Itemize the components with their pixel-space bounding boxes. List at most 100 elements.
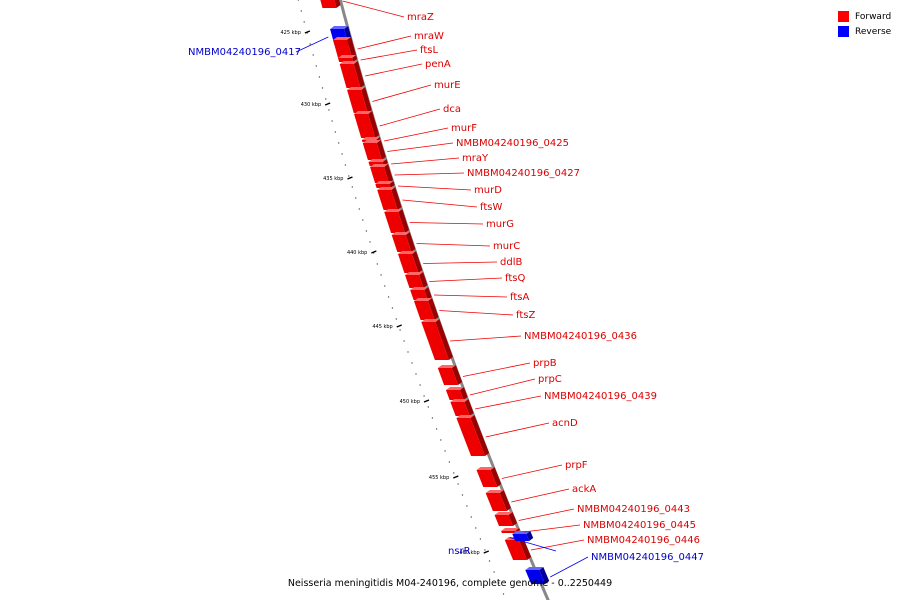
- gene-face: [421, 322, 449, 360]
- gene-side: [384, 164, 394, 183]
- scale-dot: [351, 186, 353, 188]
- scale-dot: [355, 197, 357, 199]
- gene-label: acnD: [552, 418, 578, 429]
- label-leader: [387, 142, 454, 152]
- tick-label: 425 kbp: [281, 30, 301, 36]
- label-leader: [397, 185, 472, 191]
- scale-dot: [427, 406, 429, 408]
- gene-top: [397, 251, 416, 254]
- gene-mraZ: [320, 0, 341, 8]
- map-caption: Neisseria meningitidis M04-240196, compl…: [287, 578, 613, 589]
- gene-top: [501, 528, 520, 531]
- forward-swatch-icon: [838, 11, 849, 22]
- scale-dot: [303, 21, 305, 23]
- gene-top: [494, 512, 513, 515]
- label-leader: [342, 0, 405, 18]
- gene-label: mraY: [462, 153, 489, 164]
- label-leader: [372, 84, 432, 102]
- gene-label: nsrR: [448, 546, 471, 557]
- gene-top: [525, 567, 544, 570]
- gene-label: murE: [434, 80, 461, 91]
- scale-dot: [318, 76, 321, 78]
- gene-face: [397, 254, 419, 273]
- gene-face: [445, 390, 464, 400]
- gene-face: [405, 275, 424, 288]
- gene-side: [368, 111, 380, 138]
- scale-dot: [348, 175, 350, 177]
- label-leader: [509, 537, 557, 552]
- scale-dot: [448, 461, 451, 463]
- scale-dot: [325, 98, 327, 100]
- label-leader: [550, 556, 589, 578]
- scale-dot: [362, 219, 364, 221]
- legend-label-reverse: Reverse: [855, 26, 892, 37]
- gene-top: [330, 26, 349, 29]
- label-leader: [530, 539, 585, 551]
- label-leader: [469, 378, 536, 396]
- label-leader: [433, 294, 508, 298]
- gene-NMBM04240196_0439: [450, 399, 474, 416]
- label-leader: [394, 172, 465, 176]
- gene-side: [419, 272, 428, 288]
- gene-side: [518, 537, 532, 560]
- gene-NMBM04240196_0445: [501, 528, 520, 533]
- scale-dot: [399, 329, 401, 331]
- label-leader: [485, 422, 550, 438]
- gene-label: dca: [443, 104, 461, 115]
- scale-dot: [391, 307, 394, 309]
- gene-acnD: [456, 415, 490, 456]
- tick-mark: [324, 102, 331, 106]
- scale-dot: [328, 109, 330, 111]
- label-leader: [409, 222, 484, 225]
- gene-top: [456, 415, 475, 418]
- gene-top: [339, 61, 358, 64]
- tick-mark: [371, 250, 377, 254]
- gene-NMBM04240196_0436: [421, 319, 453, 360]
- gene-label: prpC: [538, 374, 562, 385]
- gene-side: [353, 61, 365, 88]
- gene-label: murC: [493, 241, 520, 252]
- gene-top: [405, 272, 424, 275]
- tick-label: 455 kbp: [429, 475, 449, 481]
- legend: Forward Reverse: [838, 9, 891, 39]
- scale-dot: [331, 120, 333, 122]
- label-leader: [379, 108, 441, 127]
- scale-dot: [479, 538, 482, 540]
- gene-top: [410, 287, 429, 290]
- gene-face: [450, 402, 470, 416]
- scale-dot: [475, 527, 477, 529]
- gene-side: [464, 399, 474, 416]
- tick-mark: [396, 324, 402, 328]
- legend-label-forward: Forward: [855, 11, 892, 22]
- gene-face: [410, 290, 428, 300]
- gene-top: [384, 209, 403, 212]
- gene-side: [451, 365, 463, 385]
- gene-side: [411, 251, 423, 273]
- gene-side: [334, 0, 341, 8]
- gene-ftsZ: [413, 298, 439, 320]
- scale-dot: [297, 0, 300, 1]
- gene-top: [361, 137, 380, 140]
- label-leader: [384, 127, 449, 142]
- gene-label: prpF: [565, 460, 588, 471]
- gene-top: [338, 55, 357, 58]
- gene-face: [413, 301, 435, 320]
- gene-ftsQ: [405, 272, 428, 288]
- tick-label: 430 kbp: [301, 102, 321, 108]
- gene-side: [490, 467, 502, 487]
- gene-label: murG: [486, 219, 514, 230]
- scale-dot: [315, 65, 317, 67]
- scale-dot: [395, 318, 397, 320]
- tick-label: 440 kbp: [347, 250, 367, 256]
- gene-face: [512, 534, 530, 541]
- scale-dot: [369, 241, 371, 243]
- gene-side: [361, 87, 372, 113]
- gene-label: NMBM04240196_0427: [467, 168, 580, 179]
- gene-side: [352, 55, 358, 62]
- legend-item-forward: Forward: [838, 9, 891, 24]
- gene-side: [427, 298, 439, 320]
- label-leader: [474, 395, 542, 410]
- gene-side: [391, 187, 402, 210]
- gene-mraW: [333, 37, 357, 58]
